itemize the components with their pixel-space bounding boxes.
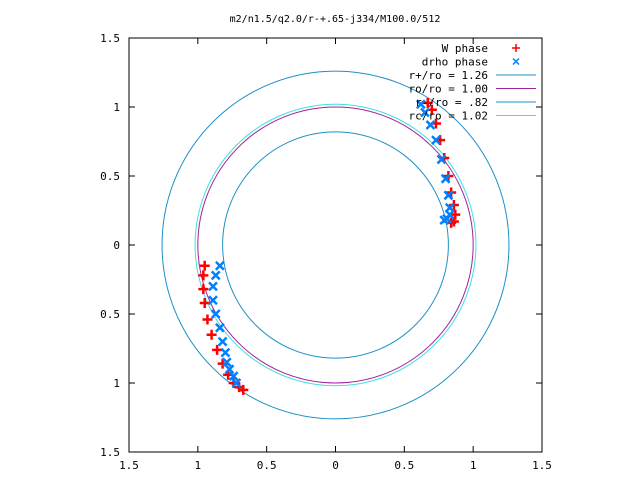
x-tick-label: 1 [195,459,202,472]
data-point [443,190,454,201]
data-point [206,329,217,340]
data-point [210,270,221,281]
ticks-layer: 1.5 1 0.5 0 0.5 1 1.51.510.500.511.5 [100,32,552,472]
series-1 [208,99,455,388]
data-point [436,154,447,165]
data-point [439,215,450,226]
data-point [228,371,239,381]
circle-2 [222,131,449,359]
data-point [422,97,433,108]
data-point [199,297,210,308]
data-point [450,209,461,220]
legend-label: drho phase [422,56,488,69]
data-point [440,173,451,184]
y-tick-label: 0 [113,239,120,252]
x-tick-label: 1.5 [119,459,139,472]
y-tick-label: 1.5 [100,32,120,45]
data-point [231,378,242,388]
data-point [224,364,235,375]
y-tick-label: 0.5 [100,308,120,321]
legend-swatch [512,57,520,66]
circle-0 [161,70,510,420]
legend-swatch [512,44,520,52]
legend-label: r+/ro = 1.26 [409,69,488,82]
y-tick-label: 1 [113,377,120,390]
legend-label: ro/ro = 1.00 [409,83,488,96]
data-point [425,120,436,130]
data-point [202,314,213,325]
x-tick-label: 0.5 [257,459,277,472]
circles-layer [161,70,510,420]
legend-label: W phase [442,42,488,55]
legend-label: r-/ro = .82 [415,96,488,109]
circle-1 [197,106,474,384]
data-point [208,295,218,306]
x-tick-label: 0.5 [394,459,414,472]
y-tick-label: 0.5 [100,170,120,183]
legend-label: rc/ro = 1.02 [409,110,488,123]
x-tick-label: 1.5 [532,459,552,472]
circle-3 [194,103,477,387]
data-point [214,260,225,271]
data-point [217,336,228,347]
data-point [199,260,210,271]
data-point [420,107,430,118]
data-point [198,284,209,295]
data-point [415,99,426,110]
data-point [431,135,441,146]
y-tick-label: 1.5 [100,446,120,459]
data-point [221,357,232,368]
x-tick-label: 0 [332,459,339,472]
x-tick-label: 1 [470,459,477,472]
data-point [214,322,225,333]
data-point [238,384,249,395]
series-layer [198,97,461,395]
data-point [220,347,231,358]
y-tick-label: 1 [113,101,120,114]
data-point [208,281,218,292]
data-point [212,344,223,355]
chart-title: m2/n1.5/q2.0/r-+.65-j334/M100.0/512 [230,14,441,25]
data-point [198,270,209,281]
data-point [210,309,221,319]
